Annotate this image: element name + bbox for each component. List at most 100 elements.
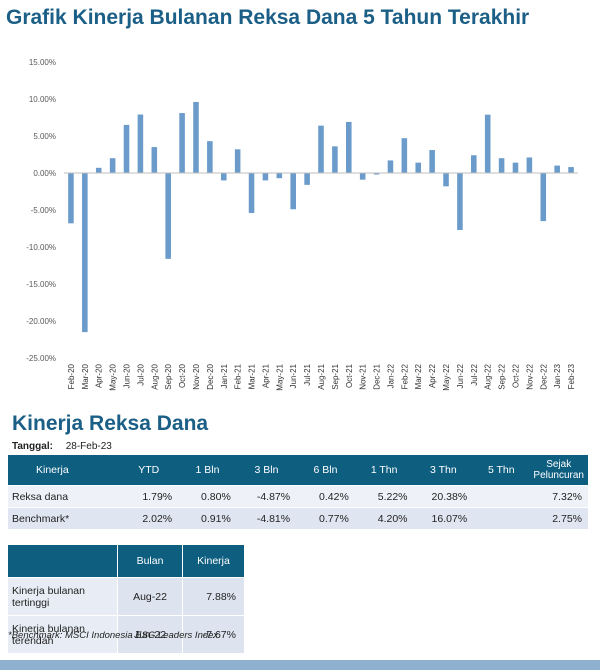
header-sejak-peluncuran: Sejak Peluncuran (529, 455, 588, 486)
x-tick-label: Oct-20 (178, 363, 187, 388)
x-tick-label: Jul-20 (136, 363, 145, 385)
bar (415, 162, 422, 173)
cell-3thn: 20.38% (413, 485, 474, 508)
header-kinerja: Kinerja (182, 545, 244, 578)
bar (346, 121, 352, 173)
bar (457, 173, 463, 230)
row-label: Kinerja bulanan tertinggi (8, 577, 118, 616)
cell-kinerja: 7.88% (182, 577, 244, 616)
table-row: Kinerja bulanan terendah Jun-22 -7.67% (8, 615, 244, 653)
bar (498, 158, 505, 173)
cell-3bln: -4.87% (236, 485, 297, 508)
x-tick-label: Jan-23 (553, 363, 562, 388)
bar (471, 155, 477, 173)
header-1bln: 1 Bln (178, 455, 237, 486)
x-tick-label: May-20 (109, 363, 118, 390)
bar (234, 149, 241, 173)
cell-5thn (473, 507, 530, 529)
date-value: 28-Feb-23 (65, 441, 112, 452)
bar (554, 165, 560, 173)
y-tick-label: -25.00% (26, 354, 56, 363)
cell-5thn (473, 485, 530, 508)
bar (304, 173, 310, 185)
x-tick-label: Mar-22 (414, 363, 423, 389)
cell-1bln: 0.91% (178, 507, 237, 529)
cell-sejak: 7.32% (529, 485, 588, 508)
x-tick-label: Dec-20 (206, 363, 215, 389)
x-tick-label: Jun-22 (456, 363, 465, 388)
x-tick-label: Apr-21 (261, 363, 270, 388)
highlight-header-row: Bulan Kinerja (8, 545, 244, 578)
performance-table: Kinerja YTD 1 Bln 3 Bln 6 Bln 1 Thn 3 Th… (8, 455, 588, 529)
header-5thn: 5 Thn (473, 455, 530, 486)
bar (109, 158, 116, 173)
x-tick-label: Feb-22 (400, 363, 409, 389)
x-tick-label: Dec-22 (539, 363, 548, 389)
cell-6bln: 0.42% (296, 485, 355, 508)
x-tick-label: Jun-20 (123, 363, 132, 388)
x-tick-label: May-22 (442, 363, 451, 390)
bottom-accent-bar (0, 660, 600, 670)
x-tick-label: Jan-22 (386, 363, 395, 388)
x-tick-label: Sep-20 (164, 363, 173, 389)
y-tick-label: -20.00% (26, 317, 56, 326)
bar (290, 173, 296, 210)
x-tick-label: Oct-21 (345, 363, 354, 388)
x-tick-label: Nov-21 (359, 363, 368, 389)
x-tick-label: Oct-22 (511, 363, 520, 388)
bar (262, 173, 269, 181)
cell-sejak: 2.75% (529, 507, 588, 529)
cell-6bln: 0.77% (296, 507, 355, 529)
cell-1thn: 4.20% (354, 507, 414, 529)
x-tick-label: Aug-20 (150, 363, 159, 389)
cell-kinerja: -7.67% (182, 615, 244, 653)
row-label: Benchmark* (8, 507, 120, 529)
y-tick-label: 10.00% (29, 95, 56, 104)
footnote: *Benchmark: MSCI Indonesia ESG Leaders I… (8, 630, 219, 641)
bar (318, 125, 324, 173)
section-title: Kinerja Reksa Dana (12, 412, 209, 435)
highlight-table: Bulan Kinerja Kinerja bulanan tertinggi … (8, 545, 244, 653)
bar (484, 114, 491, 173)
chart-title: Grafik Kinerja Bulanan Reksa Dana 5 Tahu… (6, 6, 530, 29)
x-tick-label: Mar-21 (248, 363, 257, 389)
bar (373, 173, 380, 175)
y-tick-label: 15.00% (29, 58, 56, 67)
table-row: Benchmark* 2.02% 0.91% -4.81% 0.77% 4.20… (8, 507, 588, 529)
cell-3thn: 16.07% (413, 507, 474, 529)
header-blank (8, 545, 118, 578)
bar (248, 173, 255, 213)
bar (401, 138, 408, 173)
y-tick-label: -5.00% (31, 206, 56, 215)
x-tick-label: Aug-22 (484, 363, 493, 389)
cell-3bln: -4.81% (236, 507, 297, 529)
cell-ytd: 1.79% (119, 485, 179, 508)
x-tick-label: Feb-23 (567, 363, 576, 389)
bar (568, 167, 574, 173)
header-3thn: 3 Thn (413, 455, 474, 486)
bar (512, 162, 519, 173)
table-row: Kinerja bulanan tertinggi Aug-22 7.88% (8, 577, 244, 616)
header-ytd: YTD (119, 455, 179, 486)
table-row: Reksa dana 1.79% 0.80% -4.87% 0.42% 5.22… (8, 485, 588, 508)
bar (540, 173, 547, 222)
cell-1thn: 5.22% (354, 485, 414, 508)
bar (387, 160, 394, 173)
bar (151, 147, 158, 173)
bar (359, 173, 366, 180)
x-tick-label: Nov-20 (192, 363, 201, 389)
x-tick-label: Aug-21 (317, 363, 326, 389)
cell-1bln: 0.80% (178, 485, 237, 508)
cell-ytd: 2.02% (119, 507, 179, 529)
x-tick-label: Nov-22 (525, 363, 534, 389)
header-3bln: 3 Bln (236, 455, 297, 486)
bar (68, 173, 74, 224)
x-tick-label: May-21 (275, 363, 284, 390)
x-tick-label: Jul-22 (470, 363, 479, 385)
date-line: Tanggal: 28-Feb-23 (12, 441, 112, 452)
y-tick-label: -15.00% (26, 280, 56, 289)
y-tick-label: 0.00% (33, 169, 56, 178)
x-tick-label: Jul-21 (303, 363, 312, 385)
date-label: Tanggal: (12, 441, 53, 452)
performance-header-row: Kinerja YTD 1 Bln 3 Bln 6 Bln 1 Thn 3 Th… (8, 455, 588, 486)
